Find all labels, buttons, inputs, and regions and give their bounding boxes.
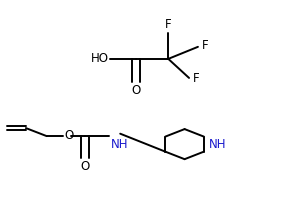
Text: F: F bbox=[165, 18, 172, 31]
Text: F: F bbox=[201, 39, 208, 52]
Text: NH: NH bbox=[209, 138, 227, 151]
Text: O: O bbox=[131, 84, 140, 97]
Text: NH: NH bbox=[111, 138, 128, 151]
Text: O: O bbox=[64, 129, 74, 142]
Text: F: F bbox=[193, 73, 199, 85]
Text: HO: HO bbox=[91, 52, 109, 65]
Text: O: O bbox=[80, 160, 90, 173]
